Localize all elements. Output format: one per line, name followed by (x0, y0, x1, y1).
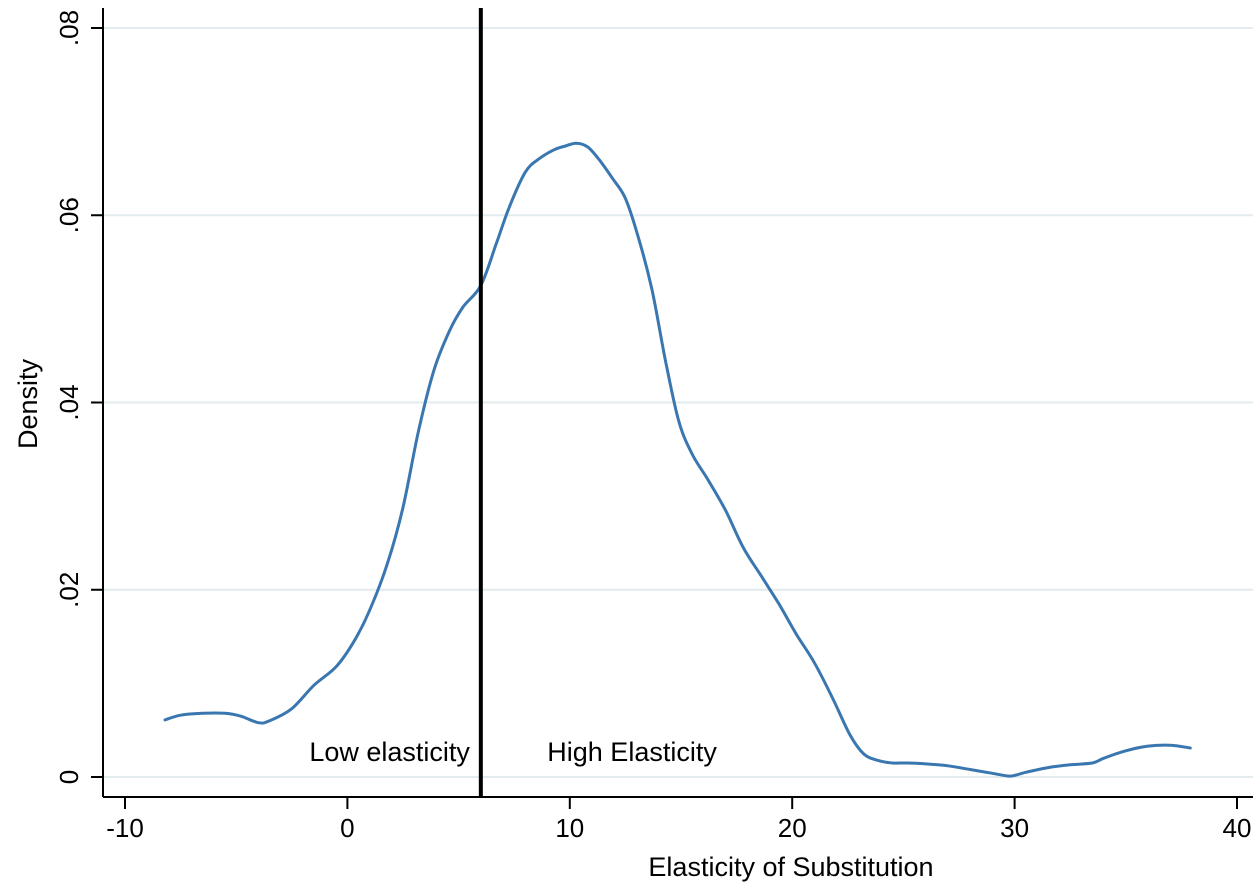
y-tick-label-3: .06 (54, 197, 84, 233)
y-tick-label-2: .04 (54, 384, 84, 420)
y-axis-title: Density (13, 358, 43, 449)
y-tick-label-0: 0 (54, 770, 84, 784)
y-axis-ticks: 0 .02 .04 .06 .08 (54, 10, 103, 784)
gridlines (103, 27, 1253, 778)
x-tick-label-2: 10 (555, 813, 584, 843)
x-tick-label-3: 20 (778, 813, 807, 843)
x-tick-label-4: 30 (1000, 813, 1029, 843)
x-tick-label-5: 40 (1223, 813, 1252, 843)
annotation-1: High Elasticity (547, 737, 717, 767)
annotations: Low elasticity High Elasticity (309, 737, 717, 767)
annotation-0: Low elasticity (309, 737, 470, 767)
density-curve (163, 141, 1192, 778)
x-axis-ticks: -10 0 10 20 30 40 (106, 797, 1251, 843)
x-tick-label-1: 0 (340, 813, 354, 843)
x-axis-title: Elasticity of Substitution (648, 852, 933, 882)
y-tick-label-1: .02 (54, 572, 84, 608)
x-tick-label-0: -10 (106, 813, 144, 843)
y-tick-label-4: .08 (54, 10, 84, 46)
